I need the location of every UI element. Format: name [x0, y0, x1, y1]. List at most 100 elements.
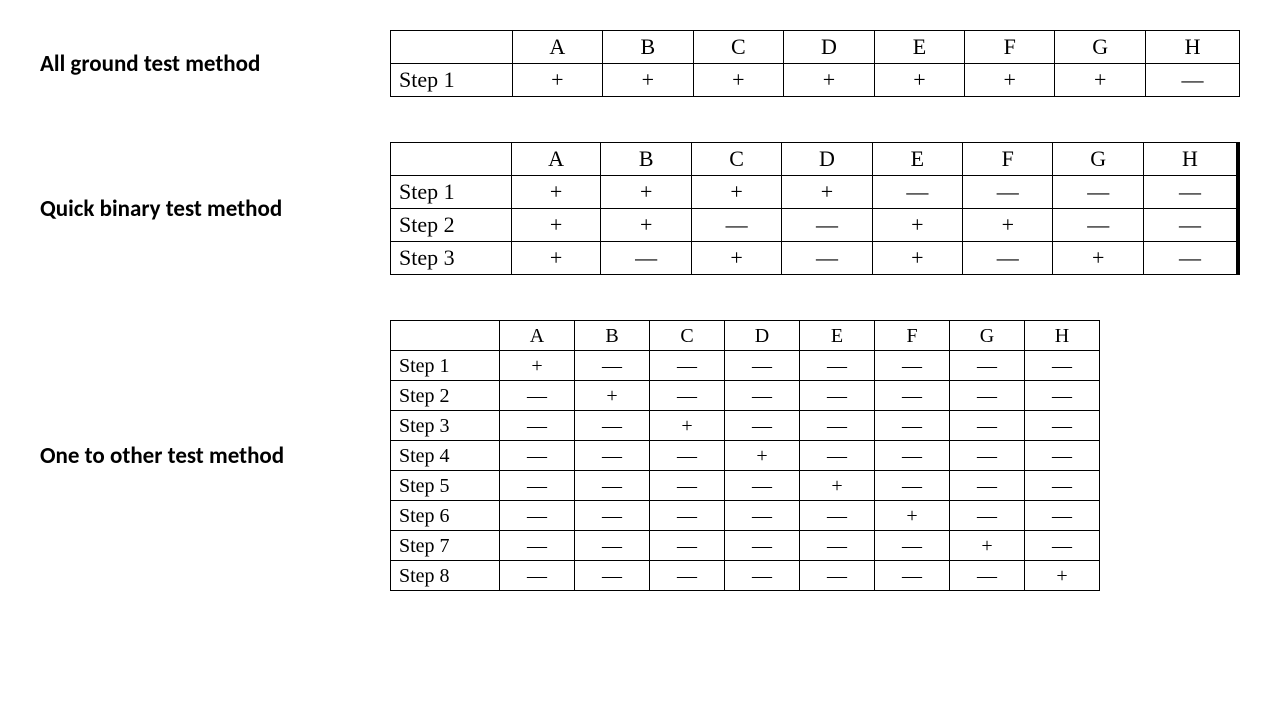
cell: —	[1025, 441, 1100, 471]
cell: —	[500, 471, 575, 501]
cell: —	[1146, 64, 1240, 97]
row-name: Step 3	[391, 411, 500, 441]
cell: —	[650, 501, 725, 531]
col-header: B	[575, 321, 650, 351]
cell: —	[1025, 501, 1100, 531]
cell: —	[500, 381, 575, 411]
cell: —	[1143, 176, 1238, 209]
table-row: Step 4 — — — + — — — —	[391, 441, 1100, 471]
cell: —	[575, 351, 650, 381]
cell: +	[1025, 561, 1100, 591]
cell: —	[782, 209, 872, 242]
col-header: E	[874, 31, 964, 64]
cell: —	[601, 242, 691, 275]
col-header: C	[693, 31, 784, 64]
cell: —	[875, 471, 950, 501]
col-header: B	[601, 143, 691, 176]
cell: —	[1143, 209, 1238, 242]
row-name: Step 8	[391, 561, 500, 591]
cell: +	[511, 176, 601, 209]
cell: +	[782, 176, 872, 209]
cell: +	[603, 64, 694, 97]
col-header: F	[963, 143, 1053, 176]
label-quick-binary: Quick binary test method	[40, 195, 390, 223]
cell: —	[500, 501, 575, 531]
corner-cell	[391, 31, 513, 64]
cell: —	[950, 561, 1025, 591]
cell: —	[1025, 531, 1100, 561]
row-name: Step 1	[391, 351, 500, 381]
cell: —	[872, 176, 962, 209]
cell: —	[575, 501, 650, 531]
cell: —	[575, 531, 650, 561]
cell: —	[1025, 381, 1100, 411]
col-header: H	[1146, 31, 1240, 64]
cell: —	[950, 441, 1025, 471]
cell: —	[500, 531, 575, 561]
cell: —	[1143, 242, 1238, 275]
cell: —	[725, 531, 800, 561]
col-header: H	[1025, 321, 1100, 351]
cell: —	[800, 561, 875, 591]
cell: +	[575, 381, 650, 411]
table-row: Step 5 — — — — + — — —	[391, 471, 1100, 501]
cell: —	[782, 242, 872, 275]
row-name: Step 5	[391, 471, 500, 501]
cell: —	[650, 531, 725, 561]
cell: —	[800, 531, 875, 561]
cell: —	[1053, 176, 1143, 209]
col-header: A	[511, 143, 601, 176]
cell: —	[650, 561, 725, 591]
cell: +	[950, 531, 1025, 561]
row-name: Step 6	[391, 501, 500, 531]
table-header-row: A B C D E F G H	[391, 321, 1100, 351]
col-header: E	[800, 321, 875, 351]
cell: —	[875, 381, 950, 411]
section-all-ground: All ground test method A B C D E F G H S…	[40, 30, 1240, 97]
col-header: H	[1143, 143, 1238, 176]
label-all-ground: All ground test method	[40, 50, 390, 78]
cell: —	[650, 351, 725, 381]
col-header: B	[603, 31, 694, 64]
cell: —	[650, 471, 725, 501]
row-name: Step 1	[391, 64, 513, 97]
cell: —	[963, 242, 1053, 275]
cell: —	[875, 351, 950, 381]
cell: +	[784, 64, 875, 97]
cell: +	[650, 411, 725, 441]
row-name: Step 2	[391, 209, 512, 242]
cell: —	[650, 441, 725, 471]
cell: —	[500, 441, 575, 471]
cell: +	[872, 209, 962, 242]
col-header: E	[872, 143, 962, 176]
cell: —	[875, 441, 950, 471]
row-name: Step 2	[391, 381, 500, 411]
table-row: Step 8 — — — — — — — +	[391, 561, 1100, 591]
cell: +	[965, 64, 1055, 97]
cell: —	[875, 411, 950, 441]
cell: +	[1053, 242, 1143, 275]
table-row: Step 1 + + + + — — — —	[391, 176, 1239, 209]
col-header: D	[725, 321, 800, 351]
cell: +	[872, 242, 962, 275]
table-header-row: A B C D E F G H	[391, 143, 1239, 176]
col-header: G	[950, 321, 1025, 351]
table-quick-binary: A B C D E F G H Step 1 + + + + — — — — S…	[390, 142, 1240, 275]
cell: —	[575, 441, 650, 471]
col-header: C	[650, 321, 725, 351]
cell: +	[875, 501, 950, 531]
cell: —	[800, 381, 875, 411]
corner-cell	[391, 143, 512, 176]
table-row: Step 2 + + — — + + — —	[391, 209, 1239, 242]
cell: +	[963, 209, 1053, 242]
col-header: D	[782, 143, 872, 176]
cell: —	[1025, 411, 1100, 441]
cell: —	[950, 381, 1025, 411]
cell: +	[511, 209, 601, 242]
table-row: Step 6 — — — — — + — —	[391, 501, 1100, 531]
table-row: Step 2 — + — — — — — —	[391, 381, 1100, 411]
cell: +	[601, 209, 691, 242]
cell: —	[1025, 471, 1100, 501]
cell: +	[1055, 64, 1146, 97]
section-quick-binary: Quick binary test method A B C D E F G H…	[40, 142, 1240, 275]
